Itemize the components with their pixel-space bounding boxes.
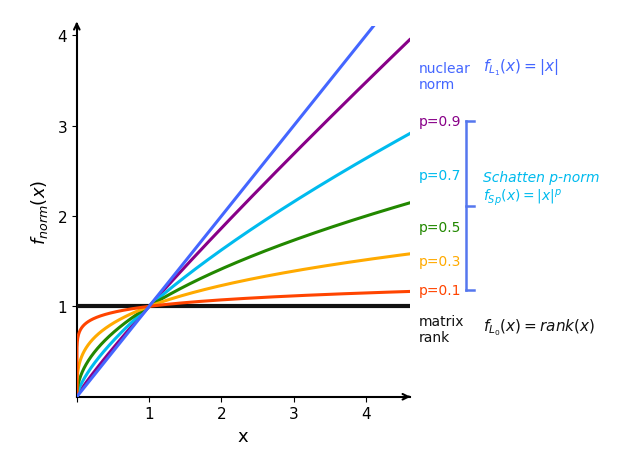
Text: p=0.1: p=0.1 — [419, 284, 461, 297]
Text: p=0.7: p=0.7 — [419, 169, 461, 183]
Text: $f_{L_0}(x) = rank(x)$: $f_{L_0}(x) = rank(x)$ — [483, 316, 595, 337]
Text: p=0.9: p=0.9 — [419, 115, 461, 129]
Text: matrix
rank: matrix rank — [419, 314, 465, 344]
Y-axis label: $f_{norm}(x)$: $f_{norm}(x)$ — [29, 179, 51, 244]
Text: p=0.3: p=0.3 — [419, 255, 461, 268]
Text: nuclear
norm: nuclear norm — [419, 62, 471, 92]
Text: Schatten p-norm
$f_{Sp}(x) = |x|^p$: Schatten p-norm $f_{Sp}(x) = |x|^p$ — [483, 171, 600, 208]
Text: p=0.5: p=0.5 — [419, 221, 461, 234]
Text: $f_{L_1}(x) = |x|$: $f_{L_1}(x) = |x|$ — [483, 57, 559, 78]
X-axis label: x: x — [238, 427, 248, 445]
